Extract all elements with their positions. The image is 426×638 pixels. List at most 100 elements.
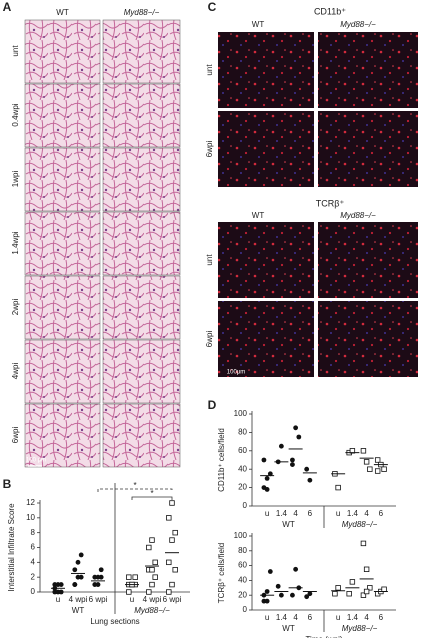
- data-point: [335, 585, 341, 591]
- histology-image: [24, 275, 101, 340]
- data-point: [78, 552, 84, 558]
- panel-label: C: [208, 0, 217, 14]
- row-label: 0.4wpi: [11, 103, 20, 126]
- x-tick-label: 4 wpi: [69, 595, 88, 604]
- axis: [251, 533, 396, 611]
- data-point: [166, 515, 172, 521]
- y-tick-label: 60: [238, 561, 247, 570]
- histology-image: [24, 19, 101, 84]
- data-point: [78, 574, 84, 580]
- y-tick-label: 2: [31, 572, 36, 581]
- data-point: [335, 484, 341, 491]
- x-tick-label: 1.4: [276, 613, 288, 622]
- column-header: Myd88−/−: [340, 211, 376, 220]
- row-label: 1wpi: [11, 171, 20, 188]
- group-label: Myd88−/−: [134, 606, 170, 615]
- y-tick-label: 12: [26, 498, 35, 507]
- row-label: unt: [205, 64, 214, 76]
- x-tick-label: 4: [293, 509, 298, 518]
- data-point: [172, 567, 178, 573]
- fluorescence-image: [318, 32, 418, 108]
- data-point: [95, 582, 101, 587]
- y-axis-label: Interstitial Infiltrate Score: [7, 503, 16, 592]
- panel-label: B: [3, 477, 12, 491]
- significance-bracket: [97, 488, 173, 492]
- data-point: [307, 591, 313, 597]
- row-label: 6wpi: [205, 141, 214, 158]
- x-tick-label: 4: [293, 613, 298, 622]
- y-tick-label: 4: [31, 557, 36, 566]
- row-label: 2wpi: [11, 299, 20, 316]
- data-point: [367, 585, 373, 591]
- x-axis-label: Time (wpi): [305, 635, 342, 638]
- x-tick-label: 4: [364, 613, 369, 622]
- y-tick-label: 10: [26, 513, 35, 522]
- y-tick-label: 20: [238, 483, 247, 492]
- histology-image: [102, 19, 181, 84]
- data-point: [346, 591, 352, 597]
- fluorescence-image: [218, 32, 314, 108]
- x-tick-label: 6: [308, 613, 313, 622]
- data-point: [304, 466, 310, 472]
- significance-bracket: [131, 496, 173, 500]
- axis: [251, 411, 396, 507]
- significance-label: *: [133, 481, 136, 490]
- data-point: [360, 448, 367, 454]
- row-label: 4wpi: [11, 363, 20, 380]
- data-point: [146, 589, 152, 595]
- data-point: [152, 559, 158, 566]
- data-point: [374, 468, 381, 474]
- y-tick-label: 0: [31, 587, 36, 596]
- fluorescence-image: [218, 222, 314, 298]
- x-tick-label: 4 wpi: [143, 595, 162, 604]
- data-point: [261, 457, 267, 463]
- group-label: WT: [72, 606, 85, 615]
- data-point: [290, 592, 295, 598]
- group-label: WT: [282, 624, 295, 633]
- column-header: Myd88−/−: [340, 20, 376, 29]
- x-tick-label: u: [336, 613, 340, 622]
- data-point: [149, 537, 155, 543]
- fluorescence-image: [318, 222, 418, 298]
- x-tick-label: u: [265, 509, 269, 518]
- x-axis-label: Lung sections: [90, 617, 139, 626]
- data-point: [360, 592, 367, 598]
- group-label: Myd88−/−: [342, 520, 378, 529]
- data-point: [166, 559, 172, 566]
- histology-image: [24, 147, 101, 212]
- panel-label: D: [208, 398, 217, 412]
- data-point: [264, 476, 270, 481]
- data-point: [149, 567, 155, 573]
- histology-image: [102, 83, 181, 148]
- data-point: [296, 434, 302, 440]
- y-tick-label: 40: [238, 576, 247, 585]
- y-tick-label: 8: [31, 528, 36, 537]
- histology-image: [102, 211, 181, 276]
- data-point: [264, 598, 270, 604]
- y-tick-label: 6: [31, 543, 36, 552]
- y-tick-label: 40: [238, 464, 247, 473]
- x-tick-label: 6: [379, 613, 384, 622]
- data-point: [126, 574, 132, 580]
- y-axis-label: TCRβ⁺ cells/field: [217, 543, 226, 603]
- x-tick-label: 4: [364, 509, 369, 518]
- data-point: [132, 574, 138, 580]
- data-point: [290, 462, 295, 467]
- data-point: [363, 459, 370, 465]
- y-axis-label: CD11b⁺ cells/field: [217, 428, 226, 492]
- row-label: 1.4wpi: [11, 231, 20, 254]
- y-tick-label: 100: [234, 409, 248, 418]
- data-point: [304, 594, 310, 600]
- x-tick-label: 6 wpi: [163, 595, 182, 604]
- data-point: [275, 583, 281, 589]
- data-point: [349, 579, 356, 585]
- row-label: unt: [11, 45, 20, 57]
- x-tick-label: 1.4: [347, 509, 359, 518]
- column-header: WT: [252, 211, 265, 220]
- y-tick-label: 20: [238, 590, 247, 599]
- data-point: [307, 477, 313, 483]
- data-point: [264, 589, 270, 594]
- x-tick-label: 6: [308, 509, 313, 518]
